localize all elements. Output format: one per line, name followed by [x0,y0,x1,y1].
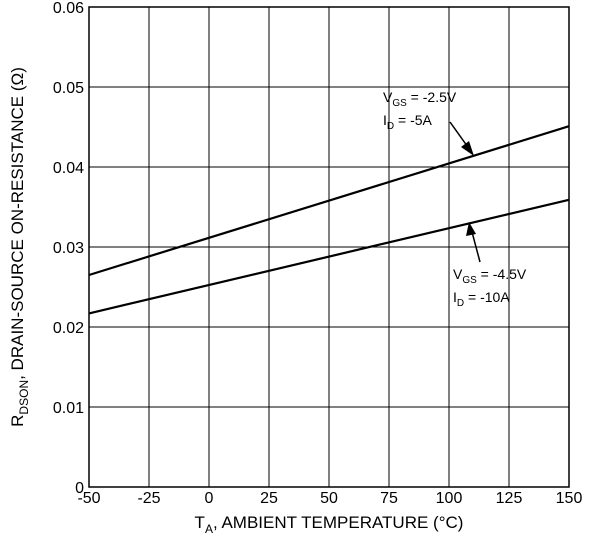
x-tick-label: 150 [556,490,583,507]
annotation-series-2: VGS = -4.5V ID = -10A [453,222,527,309]
series-line-1 [88,125,570,277]
x-tick-label: 0 [205,490,214,507]
annotation-series-2-line2: ID = -10A [453,289,510,309]
annotation-series-1-arrowhead [461,141,474,156]
y-tick-label: 0.06 [53,0,84,17]
y-tick-labels: 0 0.01 0.02 0.03 0.04 0.05 0.06 [53,0,84,497]
x-tick-label: -25 [137,490,160,507]
x-tick-label: 125 [496,490,523,507]
y-tick-label: 0.05 [53,80,84,97]
x-axis-label: TA, AMBIENT TEMPERATURE (°C) [195,513,464,536]
series-line-2 [88,198,570,315]
x-tick-label: 50 [320,490,338,507]
plot-frame [88,6,570,488]
y-tick-label: 0 [75,480,84,497]
grid [88,6,570,488]
x-tick-labels: -50 -25 0 25 50 75 100 125 150 [77,490,582,507]
y-tick-label: 0.01 [53,400,84,417]
annotation-series-2-line1: VGS = -4.5V [453,266,527,286]
x-tick-label: 75 [380,490,398,507]
y-tick-label: 0.03 [53,240,84,257]
annotation-series-1-line1: VGS = -2.5V [383,89,457,109]
x-tick-label: 25 [260,490,278,507]
y-axis-label: RDSON, DRAIN-SOURCE ON-RESISTANCE (Ω) [8,67,31,427]
x-tick-label: -50 [77,490,100,507]
y-tick-label: 0.02 [53,320,84,337]
x-tick-label: 100 [436,490,463,507]
annotation-series-1: VGS = -2.5V ID = -5A [383,89,474,156]
annotation-series-1-line2: ID = -5A [383,112,433,132]
annotation-series-2-arrow [471,231,481,263]
y-tick-label: 0.04 [53,160,84,177]
series-lines [88,125,570,315]
annotation-series-2-arrowhead [466,222,476,236]
